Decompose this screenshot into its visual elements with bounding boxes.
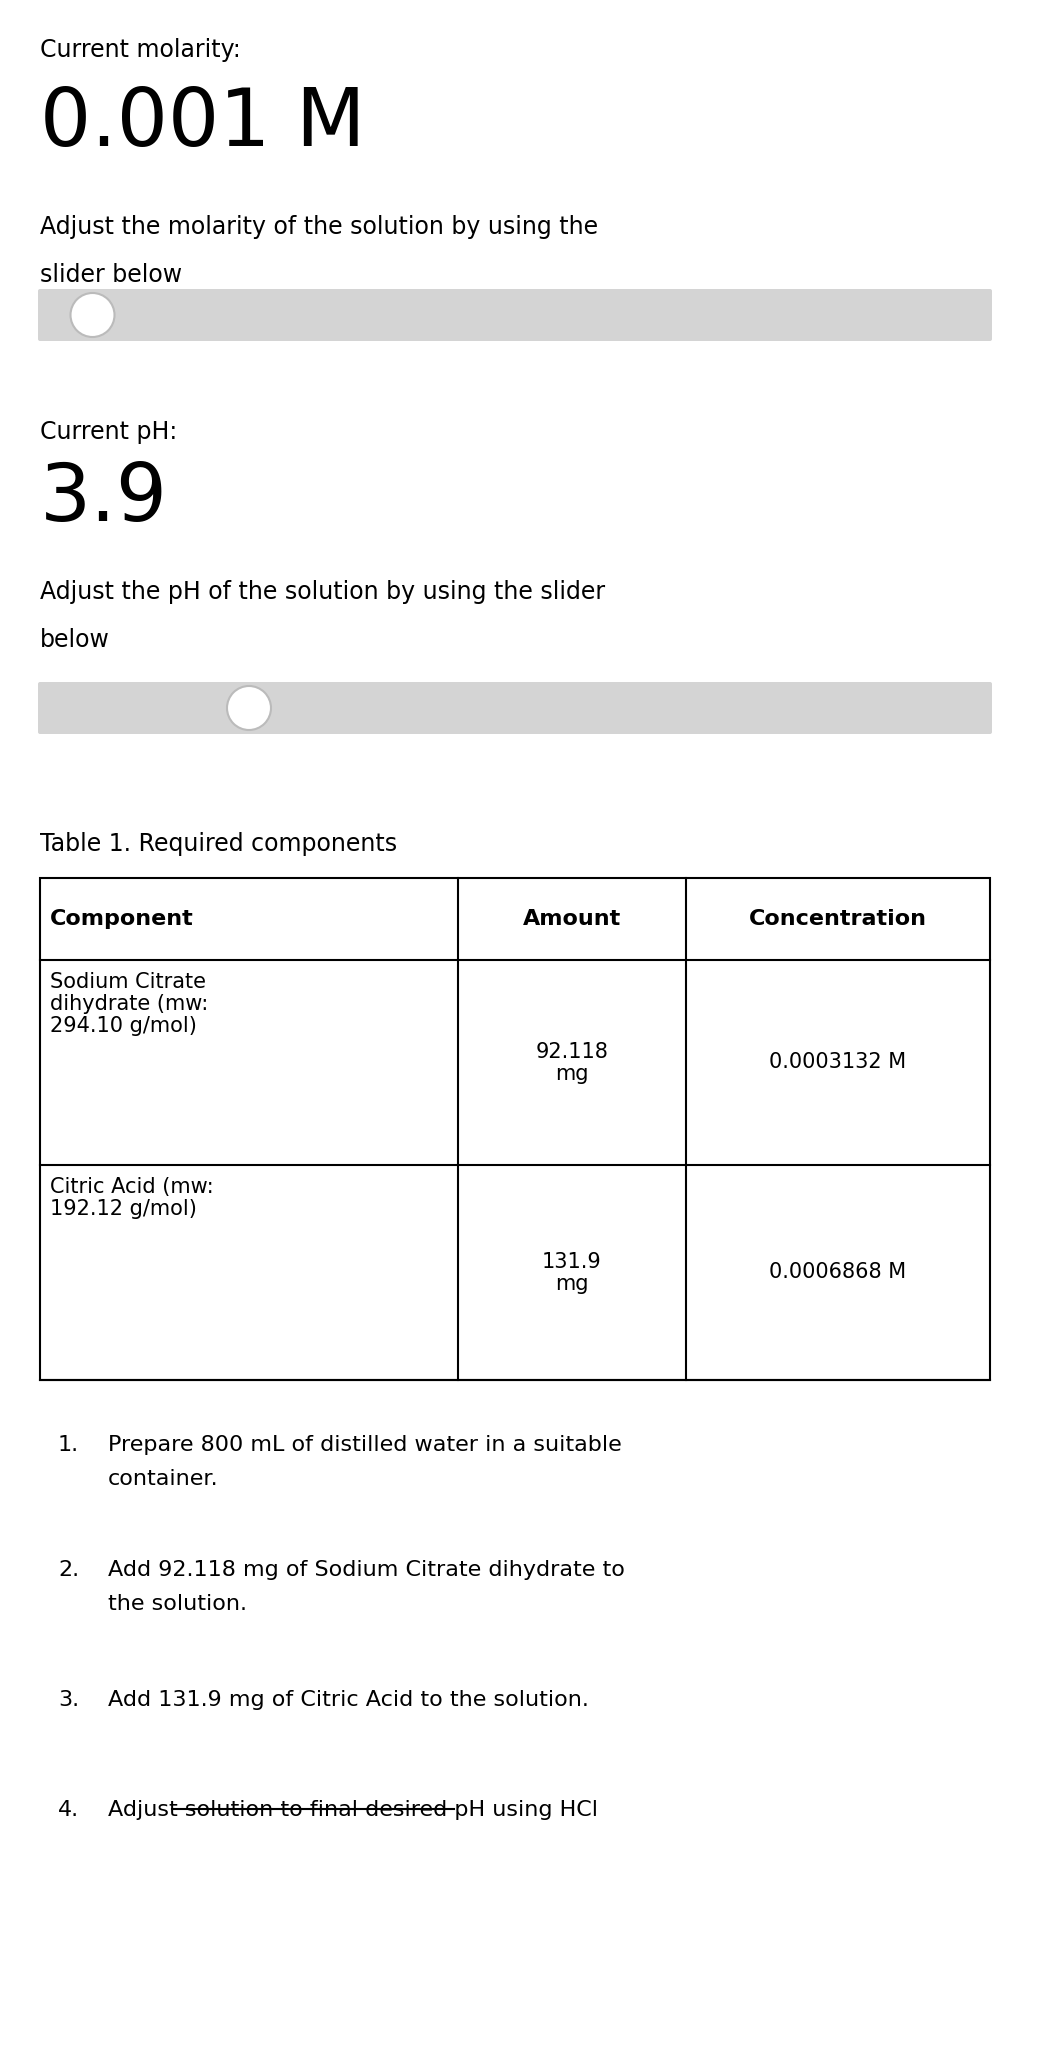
Text: 0.0006868 M: 0.0006868 M [769, 1262, 906, 1282]
FancyBboxPatch shape [38, 682, 992, 733]
Text: Adjust solution to final desired pH using HCl: Adjust solution to final desired pH usin… [108, 1800, 598, 1821]
Text: 294.10 g/mol): 294.10 g/mol) [50, 1016, 197, 1036]
FancyBboxPatch shape [38, 289, 992, 342]
Text: mg: mg [555, 1274, 589, 1294]
Text: Current molarity:: Current molarity: [40, 39, 241, 61]
Circle shape [227, 686, 271, 729]
Text: Add 92.118 mg of Sodium Citrate dihydrate to: Add 92.118 mg of Sodium Citrate dihydrat… [108, 1561, 625, 1579]
Text: Concentration: Concentration [749, 909, 927, 930]
Text: Amount: Amount [523, 909, 621, 930]
Text: Table 1. Required components: Table 1. Required components [40, 831, 398, 856]
Text: Adjust the molarity of the solution by using the: Adjust the molarity of the solution by u… [40, 215, 598, 240]
Text: 131.9: 131.9 [542, 1251, 602, 1272]
Text: 4.: 4. [58, 1800, 79, 1821]
Text: 192.12 g/mol): 192.12 g/mol) [50, 1198, 197, 1219]
Circle shape [71, 293, 114, 338]
Text: 3.: 3. [58, 1690, 79, 1710]
Text: dihydrate (mw:: dihydrate (mw: [50, 993, 209, 1014]
Bar [40, 879, 990, 1380]
Text: 2.: 2. [58, 1561, 79, 1579]
Text: Prepare 800 mL of distilled water in a suitable: Prepare 800 mL of distilled water in a s… [108, 1436, 622, 1454]
Text: Component: Component [50, 909, 194, 930]
Text: 0.0003132 M: 0.0003132 M [769, 1053, 906, 1073]
Text: 1.: 1. [58, 1436, 79, 1454]
Text: container.: container. [108, 1468, 219, 1489]
Text: below: below [40, 629, 110, 651]
Text: 0.001 M: 0.001 M [40, 86, 365, 164]
Text: the solution.: the solution. [108, 1593, 247, 1614]
Text: mg: mg [555, 1063, 589, 1083]
Text: Current pH:: Current pH: [40, 420, 177, 444]
Text: 3.9: 3.9 [40, 461, 168, 539]
Text: 92.118: 92.118 [536, 1042, 608, 1061]
Text: Adjust the pH of the solution by using the slider: Adjust the pH of the solution by using t… [40, 580, 605, 604]
Text: slider below: slider below [40, 262, 182, 287]
Text: Add 131.9 mg of Citric Acid to the solution.: Add 131.9 mg of Citric Acid to the solut… [108, 1690, 589, 1710]
Text: Sodium Citrate: Sodium Citrate [50, 973, 206, 991]
Text: Citric Acid (mw:: Citric Acid (mw: [50, 1178, 214, 1196]
